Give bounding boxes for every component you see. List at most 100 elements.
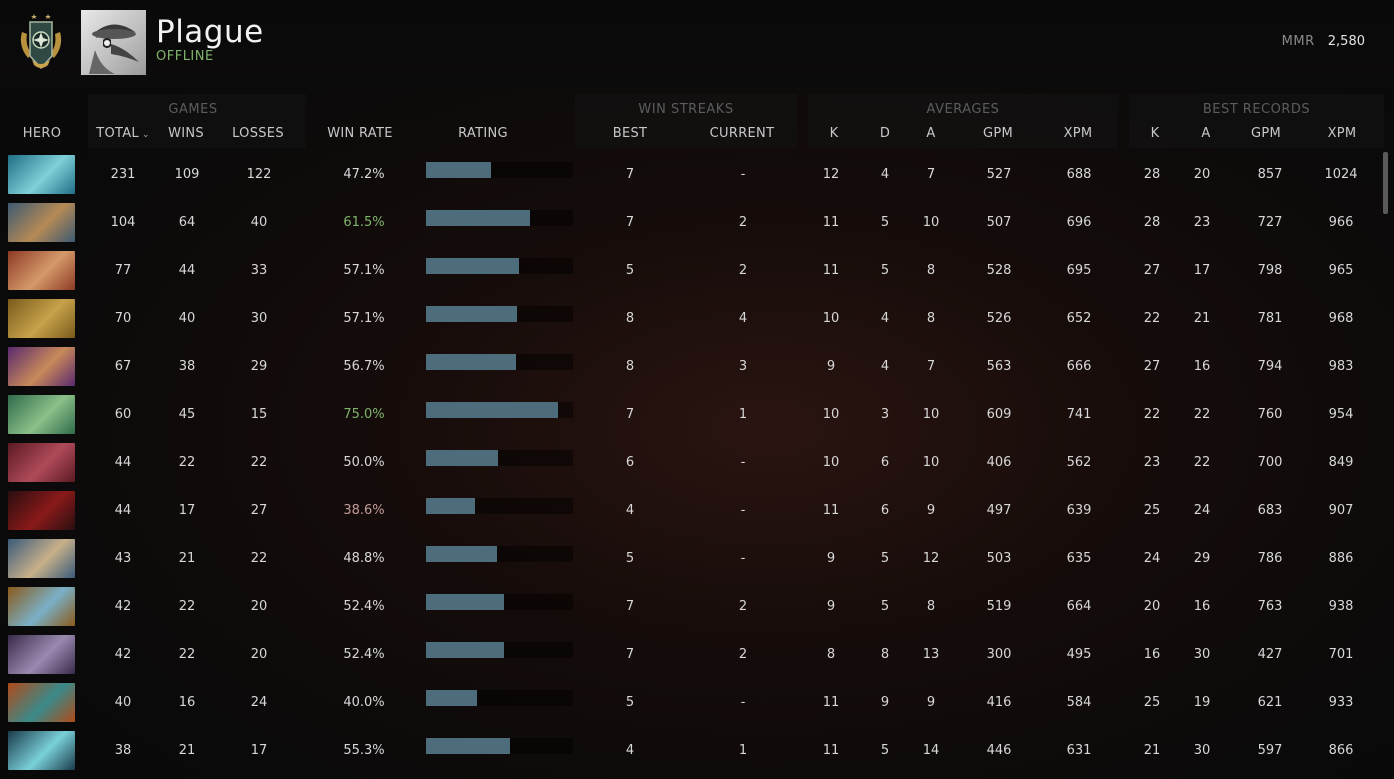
- monkey-king-hero-icon[interactable]: [8, 299, 75, 338]
- cell-best-a: 17: [1193, 263, 1211, 278]
- games-group-panel: [88, 94, 306, 148]
- cell-total: 40: [114, 695, 132, 710]
- rating-bar-fill: [426, 738, 510, 754]
- cell-avg-xpm: 631: [1066, 743, 1092, 758]
- cell-best-a: 19: [1193, 695, 1211, 710]
- column-header-label: XPM: [1327, 126, 1357, 141]
- cell-best-xpm: 701: [1328, 647, 1354, 662]
- morph-hero-icon[interactable]: [8, 587, 75, 626]
- column-header-hero[interactable]: HERO: [7, 126, 77, 141]
- column-header-avg-gpm[interactable]: GPM: [973, 126, 1023, 141]
- column-header-best-xpm[interactable]: XPM: [1317, 126, 1367, 141]
- column-header-avg-k[interactable]: K: [819, 126, 849, 141]
- cell-avg-d: 4: [880, 167, 890, 182]
- cell-avg-a: 14: [922, 743, 940, 758]
- player-avatar[interactable]: [81, 10, 146, 75]
- column-header-avg-a[interactable]: A: [916, 126, 946, 141]
- table-row[interactable]: 42 22 20 52.4% 7 2 9 5 8 519 664 20 16 763 938: [0, 584, 1380, 632]
- cell-wins: 22: [178, 455, 196, 470]
- table-row[interactable]: 104 64 40 61.5% 7 2 11 5 10 507 696 28 23 727 966: [0, 200, 1380, 248]
- cell-best: 7: [625, 215, 635, 230]
- cell-avg-xpm: 639: [1066, 503, 1092, 518]
- table-row[interactable]: 44 17 27 38.6% 4 - 11 6 9 497 639 25 24 683 907: [0, 488, 1380, 536]
- table-row[interactable]: 70 40 30 57.1% 8 4 10 4 8 526 652 22 21 781 968: [0, 296, 1380, 344]
- cell-best-gpm: 763: [1257, 599, 1283, 614]
- table-row[interactable]: 42 22 20 52.4% 7 2 8 8 13 300 495 16 30 427 701: [0, 632, 1380, 680]
- column-header-avg-xpm[interactable]: XPM: [1053, 126, 1103, 141]
- column-header-best[interactable]: BEST: [605, 126, 655, 141]
- cell-best-a: 21: [1193, 311, 1211, 326]
- rating-bar: [426, 402, 573, 418]
- rating-bar-fill: [426, 162, 491, 178]
- rating-bar-fill: [426, 690, 477, 706]
- cell-current: 1: [738, 743, 748, 758]
- storm-spirit-hero-icon[interactable]: [8, 731, 75, 770]
- cell-avg-xpm: 695: [1066, 263, 1092, 278]
- table-scrollbar[interactable]: [1383, 152, 1388, 214]
- cell-losses: 20: [250, 647, 268, 662]
- cell-wins: 17: [178, 503, 196, 518]
- clinkz-hero-icon[interactable]: [8, 203, 75, 242]
- table-row[interactable]: 43 21 22 48.8% 5 - 9 5 12 503 635 24 29 786 886: [0, 536, 1380, 584]
- column-header-best-a[interactable]: A: [1191, 126, 1221, 141]
- table-row[interactable]: 40 16 24 40.0% 5 - 11 9 9 416 584 25 19 621 933: [0, 680, 1380, 728]
- table-row[interactable]: 231 109 122 47.2% 7 - 12 4 7 527 688 28 20 857 1024: [0, 152, 1380, 200]
- queen-of-pain-hero-icon[interactable]: [8, 443, 75, 482]
- column-header-rating[interactable]: RATING: [443, 126, 523, 141]
- cell-win-rate: 56.7%: [343, 359, 385, 374]
- cell-avg-gpm: 609: [986, 407, 1012, 422]
- table-row[interactable]: 60 45 15 75.0% 7 1 10 3 10 609 741 22 22 760 954: [0, 392, 1380, 440]
- cell-best-gpm: 683: [1257, 503, 1283, 518]
- cell-best-gpm: 786: [1257, 551, 1283, 566]
- cell-win-rate: 47.2%: [343, 167, 385, 182]
- cell-best-k: 27: [1143, 359, 1161, 374]
- cell-best-xpm: 966: [1328, 215, 1354, 230]
- kunkka-hero-icon[interactable]: [8, 539, 75, 578]
- riki-hero-icon[interactable]: [8, 635, 75, 674]
- column-header-best-gpm[interactable]: GPM: [1241, 126, 1291, 141]
- cell-best-gpm: 781: [1257, 311, 1283, 326]
- medusa-hero-icon[interactable]: [8, 395, 75, 434]
- cell-total: 42: [114, 647, 132, 662]
- cell-win-rate: 38.6%: [343, 503, 385, 518]
- anti-mage-hero-icon[interactable]: [8, 347, 75, 386]
- column-header-total[interactable]: TOTAL ⌄: [91, 126, 155, 141]
- table-row[interactable]: 38 21 17 55.3% 4 1 11 5 14 446 631 21 30 597 866: [0, 728, 1380, 776]
- cell-best-gpm: 427: [1257, 647, 1283, 662]
- cell-best-k: 23: [1143, 455, 1161, 470]
- cell-win-rate: 52.4%: [343, 599, 385, 614]
- shadow-fiend-hero-icon[interactable]: [8, 491, 75, 530]
- cell-current: -: [740, 167, 746, 182]
- cell-avg-a: 8: [926, 311, 936, 326]
- cell-avg-gpm: 563: [986, 359, 1012, 374]
- cell-win-rate: 55.3%: [343, 743, 385, 758]
- table-row[interactable]: 44 22 22 50.0% 6 - 10 6 10 406 562 23 22 700 849: [0, 440, 1380, 488]
- cell-best-k: 22: [1143, 311, 1161, 326]
- cell-avg-a: 9: [926, 503, 936, 518]
- column-header-wins[interactable]: WINS: [161, 126, 211, 141]
- column-header-current[interactable]: CURRENT: [702, 126, 782, 141]
- cell-avg-k: 9: [826, 359, 836, 374]
- column-header-best-k[interactable]: K: [1140, 126, 1170, 141]
- morphling-hero-icon[interactable]: [8, 155, 75, 194]
- axe-hero-icon[interactable]: [8, 251, 75, 290]
- cell-current: 4: [738, 311, 748, 326]
- cell-avg-xpm: 741: [1066, 407, 1092, 422]
- cell-losses: 29: [250, 359, 268, 374]
- cell-best-k: 16: [1143, 647, 1161, 662]
- cell-current: -: [740, 551, 746, 566]
- cell-total: 42: [114, 599, 132, 614]
- table-row[interactable]: 67 38 29 56.7% 8 3 9 4 7 563 666 27 16 794 983: [0, 344, 1380, 392]
- rating-bar: [426, 354, 573, 370]
- column-header-losses[interactable]: LOSSES: [226, 126, 290, 141]
- column-header-label: HERO: [22, 126, 62, 141]
- cell-current: -: [740, 503, 746, 518]
- column-header-avg-d[interactable]: D: [870, 126, 900, 141]
- cell-best-k: 25: [1143, 695, 1161, 710]
- cell-current: -: [740, 455, 746, 470]
- cell-best-xpm: 933: [1328, 695, 1354, 710]
- tidehunter-hero-icon[interactable]: [8, 683, 75, 722]
- table-row[interactable]: 77 44 33 57.1% 5 2 11 5 8 528 695 27 17 798 965: [0, 248, 1380, 296]
- column-header-label: CURRENT: [709, 126, 775, 141]
- column-header-win-rate[interactable]: WIN RATE: [320, 126, 400, 141]
